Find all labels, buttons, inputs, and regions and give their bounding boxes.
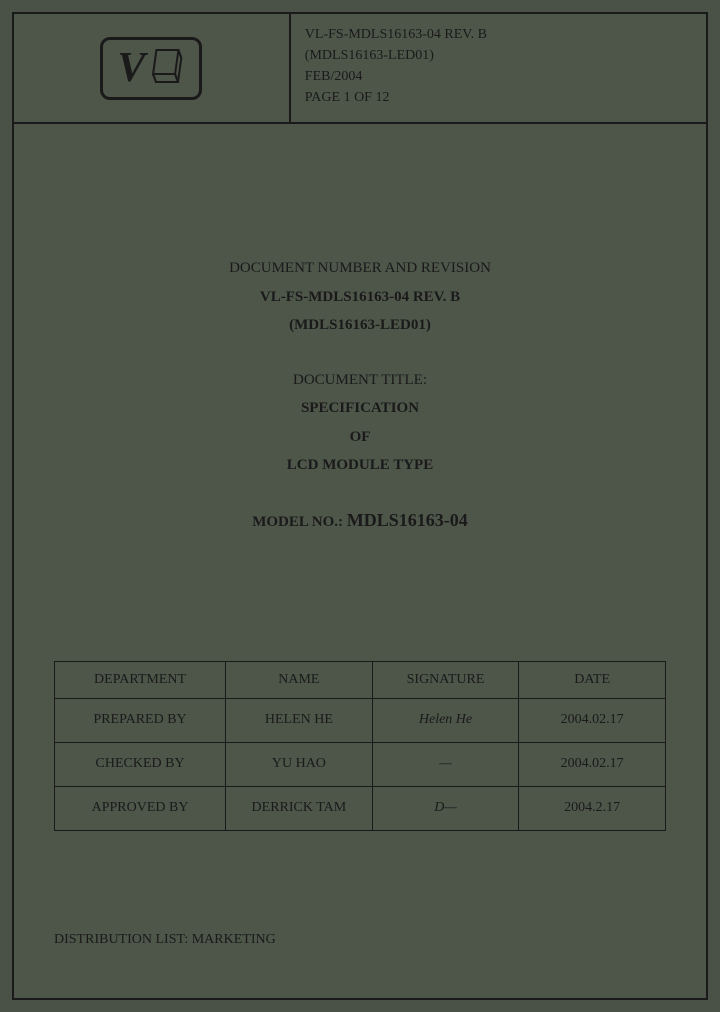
doc-ref: VL-FS-MDLS16163-04 REV. B (305, 24, 692, 45)
logo-letter: V (117, 47, 145, 89)
lcd-icon (151, 46, 185, 91)
th-sig: SIGNATURE (372, 661, 519, 698)
cell-dept: APPROVED BY (55, 786, 226, 830)
logo-cell: V (14, 14, 291, 122)
doc-title-line2: OF (54, 423, 666, 452)
doc-title-line1: SPECIFICATION (54, 394, 666, 423)
cell-name: YU HAO (226, 742, 373, 786)
table-row: CHECKED BY YU HAO — 2004.02.17 (55, 742, 666, 786)
document-page: V VL-FS-MDLS16163-04 REV. B (MDLS16163-L… (12, 12, 708, 1000)
doc-ref-sub: (MDLS16163-LED01) (305, 45, 692, 66)
cell-name: DERRICK TAM (226, 786, 373, 830)
th-name: NAME (226, 661, 373, 698)
approval-table: DEPARTMENT NAME SIGNATURE DATE PREPARED … (54, 661, 666, 831)
body-section: DOCUMENT NUMBER AND REVISION VL-FS-MDLS1… (14, 124, 706, 998)
cell-name: HELEN HE (226, 698, 373, 742)
table-row: PREPARED BY HELEN HE Helen He 2004.02.17 (55, 698, 666, 742)
cell-dept: PREPARED BY (55, 698, 226, 742)
cell-sig: D— (372, 786, 519, 830)
doc-meta-block: DOCUMENT NUMBER AND REVISION VL-FS-MDLS1… (54, 254, 666, 340)
th-dept: DEPARTMENT (55, 661, 226, 698)
distribution-line: DISTRIBUTION LIST: MARKETING (54, 932, 666, 948)
cell-sig: — (372, 742, 519, 786)
doc-title-line3: LCD MODULE TYPE (54, 451, 666, 480)
header-row: V VL-FS-MDLS16163-04 REV. B (MDLS16163-L… (14, 14, 706, 124)
table-row: APPROVED BY DERRICK TAM D— 2004.2.17 (55, 786, 666, 830)
doc-date: FEB/2004 (305, 66, 692, 87)
doc-meta-label: DOCUMENT NUMBER AND REVISION (54, 254, 666, 283)
cell-date: 2004.02.17 (519, 742, 666, 786)
header-info: VL-FS-MDLS16163-04 REV. B (MDLS16163-LED… (291, 14, 706, 122)
model-label: MODEL NO.: (252, 514, 347, 530)
model-line: MODEL NO.: MDLS16163-04 (54, 510, 666, 531)
doc-meta-number: VL-FS-MDLS16163-04 REV. B (54, 283, 666, 312)
cell-dept: CHECKED BY (55, 742, 226, 786)
doc-page: PAGE 1 OF 12 (305, 87, 692, 108)
model-value: MDLS16163-04 (347, 510, 468, 530)
doc-title-label: DOCUMENT TITLE: (54, 366, 666, 395)
table-header-row: DEPARTMENT NAME SIGNATURE DATE (55, 661, 666, 698)
cell-sig: Helen He (372, 698, 519, 742)
doc-meta-sub: (MDLS16163-LED01) (54, 311, 666, 340)
cell-date: 2004.2.17 (519, 786, 666, 830)
cell-date: 2004.02.17 (519, 698, 666, 742)
doc-title-block: DOCUMENT TITLE: SPECIFICATION OF LCD MOD… (54, 366, 666, 480)
th-date: DATE (519, 661, 666, 698)
logo-box: V (100, 37, 202, 100)
